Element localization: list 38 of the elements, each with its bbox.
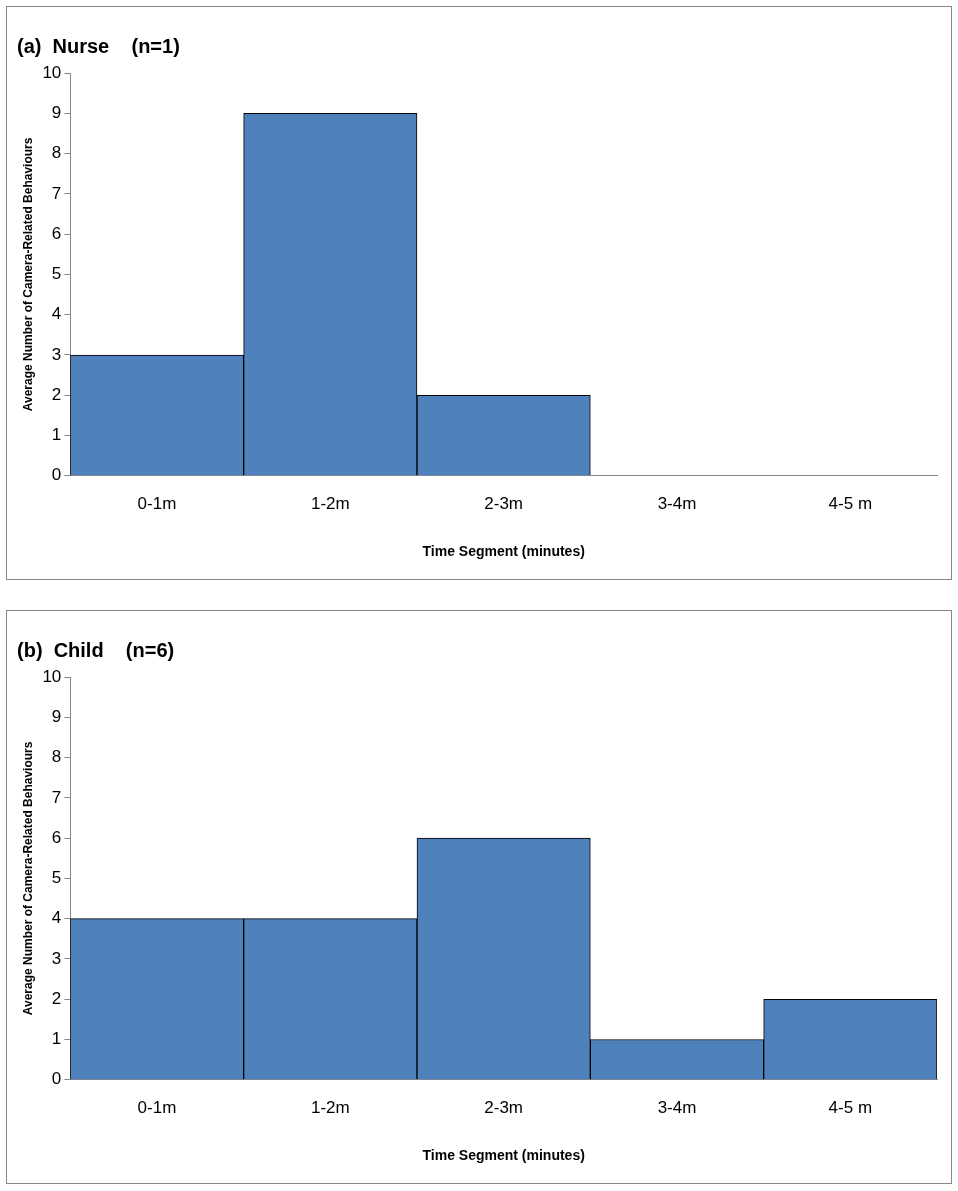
x-tick-label: 2-3m [484, 1097, 524, 1117]
y-tick-label: 6 [51, 223, 62, 243]
y-tick-label: 2 [51, 384, 62, 404]
x-tick-label: 1-2m [310, 493, 350, 513]
chart-title: (b) Child (n=6) [17, 638, 175, 661]
y-tick-label: 10 [42, 62, 62, 82]
y-axis-title: Average Number of Camera-Related Behaviours [20, 137, 35, 412]
y-tick-label: 10 [42, 666, 62, 686]
y-tick-label: 9 [51, 102, 62, 122]
x-axis-title: Time Segment (minutes) [422, 543, 585, 560]
y-axis-title: Average Number of Camera-Related Behaviours [20, 741, 35, 1016]
y-tick-label: 5 [51, 264, 62, 284]
y-tick-label: 8 [51, 143, 62, 163]
y-tick-label: 8 [51, 747, 62, 767]
x-tick-label: 2-3m [484, 493, 524, 513]
y-tick-label: 4 [51, 908, 62, 928]
y-tick-label: 0 [51, 1069, 62, 1089]
y-tick-label: 5 [51, 868, 62, 888]
y-tick-label: 2 [51, 988, 62, 1008]
x-tick-label: 1-2m [310, 1097, 350, 1117]
x-tick-label: 3-4m [657, 1097, 697, 1117]
x-axis-title: Time Segment (minutes) [422, 1147, 585, 1164]
x-tick-label: 4-5 m [828, 1097, 873, 1117]
y-tick-label: 1 [51, 425, 62, 445]
y-tick-label: 9 [51, 706, 62, 726]
y-tick-label: 3 [51, 948, 62, 968]
y-tick-label: 6 [51, 827, 62, 847]
y-tick-label: 4 [51, 304, 62, 324]
x-tick-label: 0-1m [137, 1097, 177, 1117]
x-tick-label: 0-1m [137, 493, 177, 513]
y-tick-label: 7 [51, 183, 62, 203]
x-tick-label: 4-5 m [828, 493, 873, 513]
y-tick-label: 3 [51, 344, 62, 364]
y-tick-label: 7 [51, 787, 62, 807]
y-tick-label: 1 [51, 1029, 62, 1049]
chart-title: (a) Nurse (n=1) [17, 34, 180, 57]
x-tick-label: 3-4m [657, 493, 697, 513]
y-tick-label: 0 [51, 465, 62, 485]
